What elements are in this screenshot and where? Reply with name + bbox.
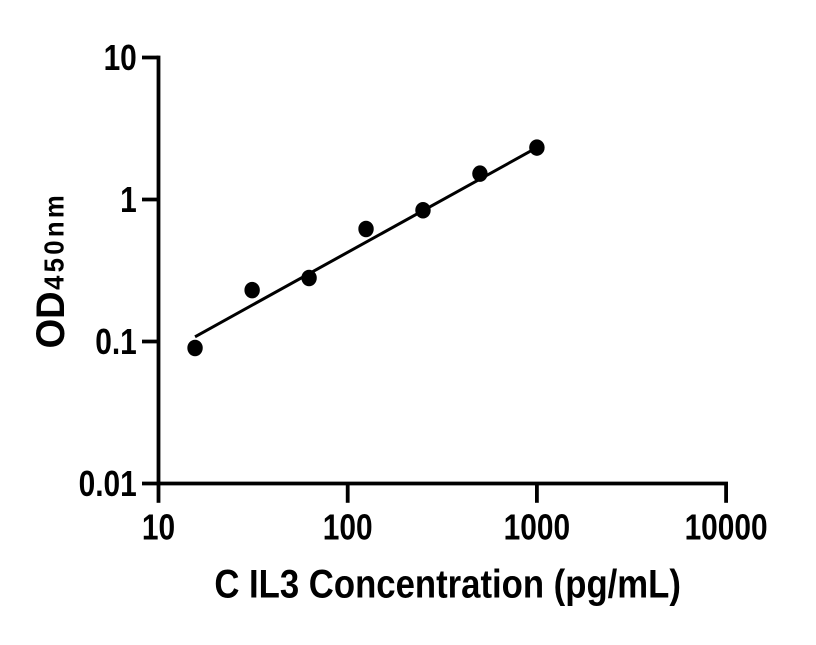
x-tick-label: 1000 <box>504 508 570 548</box>
x-tick-label: 100 <box>323 508 373 548</box>
y-tick-label: 10 <box>104 38 137 78</box>
data-point <box>415 202 431 219</box>
y-tick-label: 0.01 <box>79 464 137 504</box>
plot-area: 10 100 1000 10000 10 1 0.1 0.01 <box>79 38 768 548</box>
data-point <box>244 281 260 299</box>
x-axis-title: C IL3 Concentration (pg/mL) <box>214 562 681 607</box>
data-point <box>472 165 488 182</box>
y-tick-label: 1 <box>120 180 137 220</box>
data-point <box>358 220 374 238</box>
y-tick-label: 0.1 <box>95 322 137 362</box>
data-point <box>187 339 203 357</box>
x-tick-label: 10 <box>142 508 175 548</box>
data-point <box>529 139 545 156</box>
y-axis-title: OD <box>29 291 73 348</box>
y-axis-title-subscript: 450nm <box>39 192 70 290</box>
x-tick-label: 10000 <box>685 508 768 548</box>
data-point <box>301 269 317 287</box>
